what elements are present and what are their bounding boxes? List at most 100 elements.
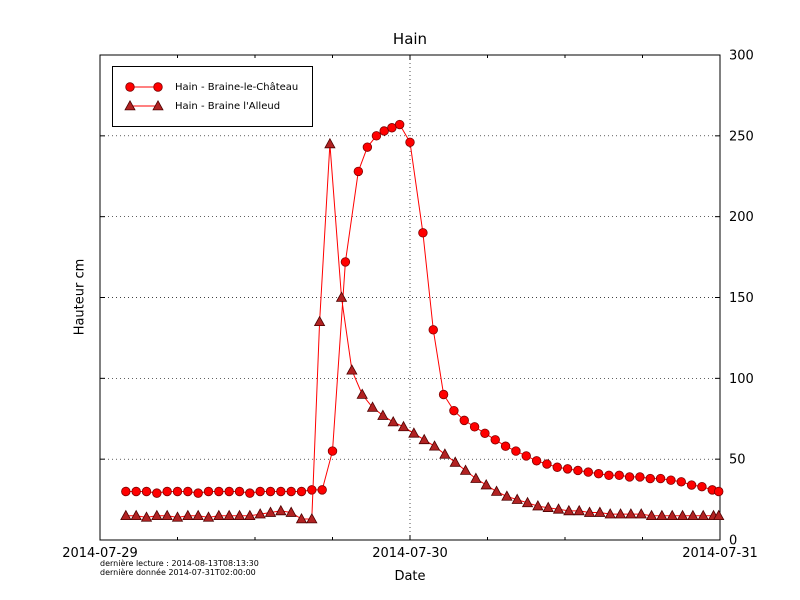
circle-marker bbox=[542, 459, 552, 469]
circle-marker bbox=[121, 486, 131, 497]
triangle-marker bbox=[656, 509, 668, 521]
circle-marker bbox=[296, 486, 307, 497]
circle-marker bbox=[635, 472, 645, 482]
legend-triangle-marker-icon bbox=[124, 99, 164, 111]
circle-marker bbox=[676, 477, 686, 487]
triangle-marker bbox=[552, 503, 565, 514]
triangle-marker bbox=[152, 99, 164, 111]
circle-marker bbox=[371, 131, 382, 141]
triangle-marker bbox=[449, 456, 461, 467]
circle-marker bbox=[593, 469, 604, 479]
triangle-marker bbox=[171, 511, 184, 522]
triangle-marker bbox=[511, 493, 523, 504]
legend-label: Hain - Braine l'Alleud bbox=[175, 100, 281, 112]
triangle-marker bbox=[161, 509, 173, 521]
circle-marker bbox=[379, 126, 389, 136]
triangle-marker bbox=[151, 509, 163, 521]
circle-marker bbox=[697, 481, 707, 492]
triangle-marker bbox=[563, 504, 575, 516]
triangle-marker bbox=[470, 472, 482, 483]
last-data-text: dernière donnée 2014-07-31T02:00:00 bbox=[100, 568, 256, 577]
circle-marker bbox=[714, 486, 724, 497]
circle-marker bbox=[521, 451, 531, 461]
triangle-marker bbox=[306, 512, 318, 524]
triangle-marker bbox=[366, 401, 379, 412]
triangle-marker bbox=[480, 479, 492, 490]
triangle-marker bbox=[408, 427, 420, 438]
circle-marker bbox=[469, 422, 480, 432]
circle-marker bbox=[234, 486, 245, 497]
circle-marker bbox=[573, 465, 583, 476]
triangle-marker bbox=[254, 508, 266, 519]
circle-marker bbox=[583, 467, 593, 477]
circle-marker bbox=[153, 82, 163, 92]
triangle-marker bbox=[713, 509, 725, 521]
circle-marker bbox=[511, 446, 521, 456]
series-line-1 bbox=[125, 143, 719, 520]
triangle-marker bbox=[397, 420, 410, 432]
triangle-marker bbox=[645, 509, 658, 521]
y-tick-label: 300 bbox=[729, 49, 754, 64]
circle-marker bbox=[193, 488, 203, 498]
triangle-marker bbox=[130, 509, 142, 521]
triangle-marker bbox=[233, 509, 246, 521]
circle-marker bbox=[645, 473, 655, 484]
triangle-marker bbox=[356, 388, 368, 399]
circle-marker bbox=[387, 123, 397, 133]
circle-marker bbox=[655, 473, 666, 484]
triangle-marker bbox=[490, 485, 503, 496]
circle-marker bbox=[438, 389, 449, 400]
circle-marker bbox=[552, 462, 562, 472]
x-tick-label: 2014-07-30 bbox=[372, 546, 448, 561]
triangle-marker bbox=[594, 506, 606, 517]
triangle-marker bbox=[583, 506, 596, 517]
triangle-marker bbox=[418, 433, 430, 445]
circle-marker bbox=[490, 435, 500, 445]
triangle-marker bbox=[264, 506, 277, 517]
triangle-marker bbox=[676, 509, 689, 521]
circle-marker bbox=[255, 486, 265, 497]
circle-marker bbox=[286, 486, 296, 497]
circle-marker bbox=[500, 441, 511, 451]
triangle-marker bbox=[202, 511, 215, 522]
circle-marker bbox=[353, 166, 364, 177]
triangle-marker bbox=[439, 448, 451, 459]
circle-marker bbox=[562, 464, 573, 474]
circle-marker bbox=[459, 415, 469, 426]
triangle-marker bbox=[614, 508, 627, 519]
x-tick-label: 2014-07-29 bbox=[62, 546, 138, 561]
circle-marker bbox=[245, 488, 255, 498]
circle-marker bbox=[531, 456, 542, 466]
triangle-marker bbox=[666, 509, 678, 521]
x-axis-label: Date bbox=[394, 569, 426, 584]
legend: Hain - Braine-le-Château Hain - Braine l'… bbox=[112, 66, 314, 127]
y-tick-label: 100 bbox=[729, 372, 754, 387]
triangle-marker bbox=[501, 490, 513, 501]
circle-marker bbox=[162, 486, 172, 497]
circle-marker bbox=[480, 428, 490, 439]
legend-label: Hain - Braine-le-Château bbox=[175, 81, 299, 93]
circle-marker bbox=[362, 142, 373, 152]
triangle-marker bbox=[428, 440, 441, 451]
triangle-marker bbox=[223, 509, 235, 521]
circle-marker bbox=[405, 137, 415, 148]
triangle-marker bbox=[213, 509, 225, 521]
triangle-marker bbox=[275, 504, 287, 516]
circle-marker bbox=[340, 257, 351, 267]
y-axis-label: Hauteur cm bbox=[72, 258, 88, 336]
triangle-marker bbox=[635, 508, 647, 519]
circle-marker bbox=[131, 486, 141, 497]
triangle-marker bbox=[542, 501, 554, 512]
circle-marker bbox=[327, 446, 338, 456]
triangle-marker bbox=[244, 509, 256, 521]
circle-marker bbox=[686, 480, 697, 490]
triangle-marker bbox=[324, 137, 336, 149]
circle-marker bbox=[307, 485, 317, 495]
circle-marker bbox=[317, 485, 327, 495]
y-tick-label: 200 bbox=[729, 210, 754, 225]
triangle-marker bbox=[313, 315, 326, 327]
circle-marker bbox=[394, 119, 405, 130]
triangle-marker bbox=[120, 509, 132, 521]
circle-marker bbox=[125, 82, 135, 92]
triangle-marker bbox=[335, 291, 348, 302]
